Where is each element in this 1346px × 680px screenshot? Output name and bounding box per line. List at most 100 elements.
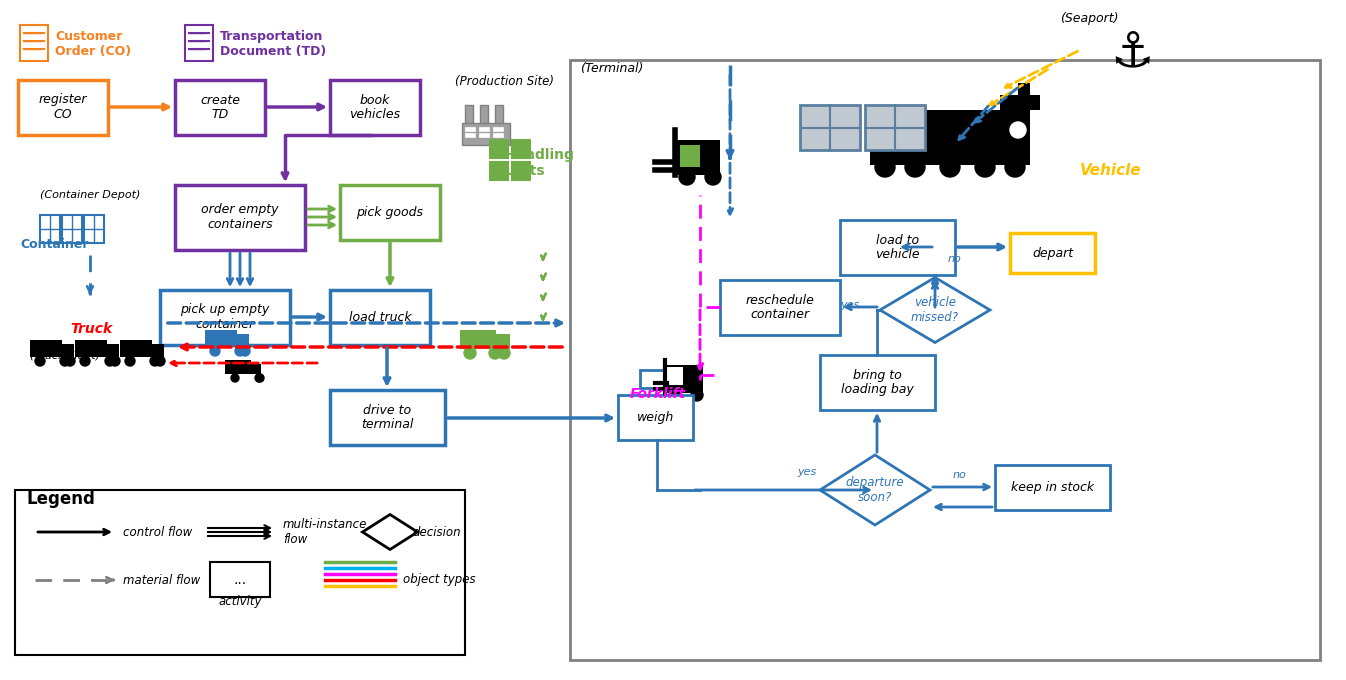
Text: multi-instance
flow: multi-instance flow [283, 518, 367, 546]
Text: Vehicle: Vehicle [1079, 163, 1141, 178]
FancyBboxPatch shape [152, 344, 164, 357]
FancyBboxPatch shape [668, 367, 682, 385]
Circle shape [678, 169, 695, 185]
FancyBboxPatch shape [618, 395, 693, 440]
FancyBboxPatch shape [175, 80, 265, 135]
Text: Transportation
Document (TD): Transportation Document (TD) [219, 30, 326, 58]
Text: decision: decision [412, 526, 460, 539]
FancyBboxPatch shape [30, 340, 62, 357]
FancyBboxPatch shape [40, 215, 61, 243]
Circle shape [61, 356, 70, 366]
Circle shape [705, 169, 721, 185]
FancyBboxPatch shape [250, 364, 261, 374]
FancyBboxPatch shape [330, 390, 446, 445]
FancyBboxPatch shape [493, 127, 503, 131]
Text: bring to
loading bay: bring to loading bay [841, 369, 914, 396]
Text: object types: object types [402, 573, 475, 586]
FancyBboxPatch shape [511, 140, 530, 158]
Text: no: no [953, 470, 966, 480]
FancyBboxPatch shape [995, 465, 1110, 510]
FancyBboxPatch shape [720, 280, 840, 335]
FancyBboxPatch shape [464, 127, 475, 131]
FancyBboxPatch shape [479, 133, 489, 137]
Text: load truck: load truck [349, 311, 412, 324]
FancyBboxPatch shape [495, 334, 510, 349]
FancyBboxPatch shape [330, 290, 429, 345]
FancyBboxPatch shape [464, 133, 475, 137]
Circle shape [110, 356, 120, 366]
FancyBboxPatch shape [160, 290, 289, 345]
Text: (Terminal): (Terminal) [580, 62, 643, 75]
Circle shape [105, 356, 114, 366]
FancyBboxPatch shape [493, 133, 503, 137]
FancyBboxPatch shape [511, 162, 530, 180]
FancyBboxPatch shape [106, 344, 118, 357]
FancyBboxPatch shape [210, 562, 271, 597]
Text: (Seaport): (Seaport) [1061, 12, 1119, 25]
Circle shape [155, 356, 166, 366]
Text: material flow: material flow [122, 573, 201, 586]
Text: (Truck Fleet): (Truck Fleet) [30, 350, 100, 360]
Text: Truck: Truck [70, 322, 112, 336]
FancyBboxPatch shape [680, 145, 700, 167]
FancyBboxPatch shape [62, 215, 82, 243]
FancyBboxPatch shape [330, 80, 420, 135]
Circle shape [210, 346, 219, 356]
Text: ⚓: ⚓ [1110, 28, 1154, 76]
FancyBboxPatch shape [205, 330, 237, 347]
FancyBboxPatch shape [17, 80, 108, 135]
FancyBboxPatch shape [75, 340, 106, 357]
FancyBboxPatch shape [490, 162, 507, 180]
Circle shape [65, 356, 75, 366]
FancyBboxPatch shape [674, 140, 720, 175]
Circle shape [875, 157, 895, 177]
FancyBboxPatch shape [464, 105, 472, 125]
Text: Handling
Units: Handling Units [505, 148, 575, 178]
Text: depart: depart [1032, 247, 1073, 260]
Circle shape [464, 347, 476, 359]
Polygon shape [880, 277, 991, 343]
Circle shape [256, 374, 264, 382]
Text: control flow: control flow [122, 526, 192, 539]
FancyBboxPatch shape [15, 490, 464, 655]
FancyBboxPatch shape [237, 334, 249, 347]
FancyBboxPatch shape [481, 105, 489, 125]
FancyBboxPatch shape [840, 220, 956, 275]
Circle shape [489, 347, 501, 359]
FancyBboxPatch shape [225, 360, 250, 374]
FancyBboxPatch shape [462, 123, 510, 145]
FancyBboxPatch shape [460, 330, 495, 349]
Text: vehicle
missed?: vehicle missed? [911, 296, 958, 324]
FancyBboxPatch shape [870, 110, 1030, 165]
Text: order empty
containers: order empty containers [202, 203, 279, 231]
FancyBboxPatch shape [184, 25, 213, 61]
Circle shape [149, 356, 160, 366]
FancyBboxPatch shape [175, 185, 306, 250]
FancyBboxPatch shape [865, 105, 925, 150]
Circle shape [1010, 122, 1026, 138]
FancyBboxPatch shape [341, 185, 440, 240]
FancyBboxPatch shape [20, 25, 48, 61]
Circle shape [690, 389, 703, 401]
Text: weigh: weigh [637, 411, 674, 424]
Circle shape [79, 356, 90, 366]
Text: pick up empty
container: pick up empty container [180, 303, 269, 332]
Circle shape [125, 356, 135, 366]
FancyBboxPatch shape [820, 355, 935, 410]
Text: create
TD: create TD [201, 94, 240, 122]
FancyBboxPatch shape [479, 127, 489, 131]
Text: Container: Container [20, 238, 89, 251]
Text: yes: yes [797, 467, 816, 477]
FancyBboxPatch shape [1000, 95, 1040, 110]
Polygon shape [820, 455, 930, 525]
Text: Legend: Legend [27, 490, 96, 508]
FancyBboxPatch shape [665, 365, 703, 393]
Text: yes: yes [840, 300, 859, 310]
Text: load to
vehicle: load to vehicle [875, 233, 919, 262]
FancyBboxPatch shape [83, 215, 104, 243]
Circle shape [975, 157, 995, 177]
Circle shape [1005, 157, 1026, 177]
Text: drive to
terminal: drive to terminal [361, 403, 413, 432]
FancyBboxPatch shape [120, 340, 152, 357]
Text: book
vehicles: book vehicles [350, 94, 401, 122]
